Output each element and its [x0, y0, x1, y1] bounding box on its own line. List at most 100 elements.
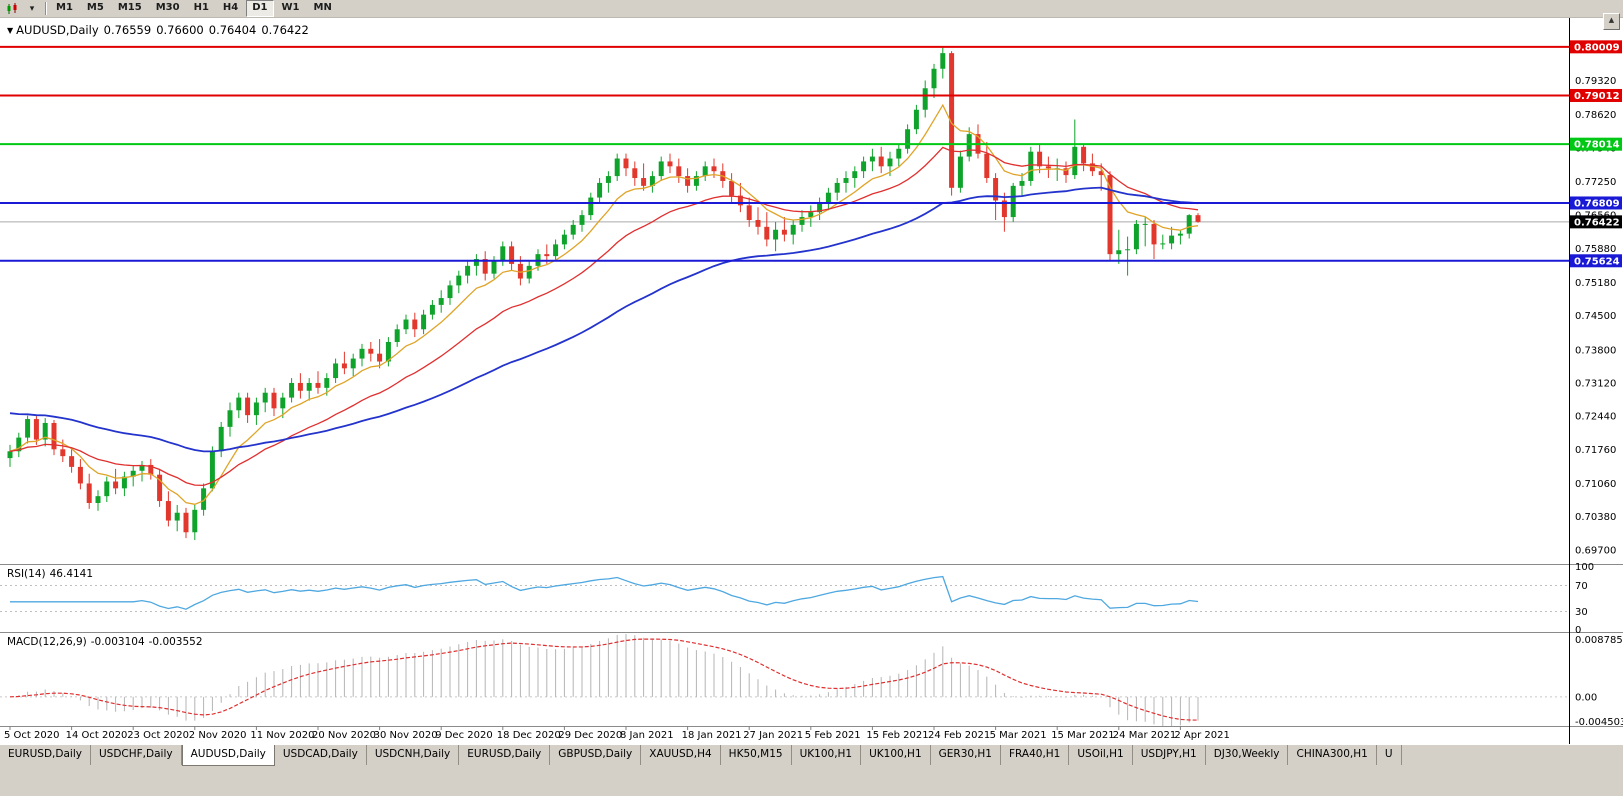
svg-text:15 Feb 2021: 15 Feb 2021 — [866, 730, 928, 741]
chart-tab-usdchf-daily[interactable]: USDCHF,Daily — [90, 745, 182, 765]
svg-text:20 Nov 2020: 20 Nov 2020 — [312, 730, 376, 741]
rsi-line — [10, 575, 1199, 610]
svg-text:8 Jan 2021: 8 Jan 2021 — [620, 730, 674, 741]
macd-axis-labels: 0.008785 0.00 -0.004503 — [1575, 635, 1623, 728]
svg-text:5 Oct 2020: 5 Oct 2020 — [4, 730, 59, 741]
chart-title: ▼ AUDUSD,Daily 0.76559 0.76600 0.76404 0.7642… — [7, 23, 314, 37]
ma-fast-line — [9, 103, 1199, 505]
svg-text:0.008785: 0.008785 — [1575, 635, 1623, 646]
collapse-arrow-icon[interactable]: ▼ — [7, 26, 14, 35]
svg-text:0.76422: 0.76422 — [1574, 217, 1620, 228]
timeframe-button-h4[interactable]: H4 — [222, 2, 239, 13]
svg-text:0.77250: 0.77250 — [1575, 177, 1616, 188]
svg-text:23 Oct 2020: 23 Oct 2020 — [127, 730, 189, 741]
timeframe-button-h1[interactable]: H1 — [193, 2, 209, 13]
chart-tab-gbpusd-daily[interactable]: GBPUSD,Daily — [550, 745, 642, 765]
svg-text:0.73120: 0.73120 — [1575, 378, 1616, 389]
macd-name: MACD(12,26,9) — [7, 636, 87, 648]
svg-text:0.72440: 0.72440 — [1575, 412, 1616, 423]
chart-tab-eurusd-daily[interactable]: EURUSD,Daily — [459, 745, 551, 765]
svg-text:0.78014: 0.78014 — [1574, 140, 1620, 151]
timeframe-button-mn[interactable]: MN — [313, 2, 332, 13]
chart-tab-china300-h1[interactable]: CHINA300,H1 — [1288, 745, 1377, 765]
chart-tab-usdcnh-daily[interactable]: USDCNH,Daily — [366, 745, 460, 765]
svg-text:100: 100 — [1575, 562, 1594, 573]
chart-type-dropdown-caret-icon[interactable]: ▾ — [29, 3, 35, 14]
svg-text:24 Feb 2021: 24 Feb 2021 — [928, 730, 990, 741]
svg-text:0.79012: 0.79012 — [1574, 91, 1620, 102]
chart-tab-ger30-h1[interactable]: GER30,H1 — [930, 745, 1001, 765]
timeframe-button-w1[interactable]: W1 — [281, 2, 300, 13]
chart-tab-xauusd-h4[interactable]: XAUUSD,H4 — [641, 745, 721, 765]
svg-text:0.75880: 0.75880 — [1575, 244, 1616, 255]
svg-text:0.79320: 0.79320 — [1575, 76, 1616, 87]
candlestick-icon — [7, 2, 17, 14]
timeframe-button-m5[interactable]: M5 — [86, 2, 104, 13]
chart-tab-u[interactable]: U — [1376, 745, 1402, 765]
chart-tab-fra40-h1[interactable]: FRA40,H1 — [1000, 745, 1070, 765]
chart-background — [0, 18, 1623, 744]
macd-indicator-label: MACD(12,26,9) -0.003104 -0.003552 — [7, 636, 207, 648]
timeframe-button-m15[interactable]: M15 — [117, 2, 142, 13]
svg-text:0.78620: 0.78620 — [1575, 110, 1616, 121]
svg-text:5 Mar 2021: 5 Mar 2021 — [990, 730, 1047, 741]
svg-text:0.80009: 0.80009 — [1574, 42, 1620, 53]
svg-text:15 Mar 2021: 15 Mar 2021 — [1051, 730, 1114, 741]
macd-main-value: -0.003104 — [90, 636, 145, 648]
macd-signal-line — [9, 638, 1199, 721]
timeframe-button-d1[interactable]: D1 — [246, 0, 274, 17]
rsi-indicator-label: RSI(14) 46.4141 — [7, 568, 97, 580]
svg-text:0.73800: 0.73800 — [1575, 345, 1616, 356]
ohlc-open: 0.76559 — [103, 23, 152, 37]
chart-tab-uk100-h1[interactable]: UK100,H1 — [791, 745, 862, 765]
svg-text:0.69700: 0.69700 — [1575, 545, 1616, 556]
svg-text:18 Dec 2020: 18 Dec 2020 — [497, 730, 561, 741]
chart-type-icon[interactable] — [2, 0, 22, 17]
ma-slow-line — [9, 186, 1199, 453]
ohlc-high: 0.76600 — [156, 23, 204, 37]
svg-text:18 Jan 2021: 18 Jan 2021 — [682, 730, 742, 741]
chart-tab-usdjpy-h1[interactable]: USDJPY,H1 — [1132, 745, 1206, 765]
chart-tab-uk100-h1[interactable]: UK100,H1 — [861, 745, 931, 765]
svg-text:24 Mar 2021: 24 Mar 2021 — [1113, 730, 1176, 741]
ma-medium-line — [9, 146, 1199, 487]
svg-text:29 Dec 2020: 29 Dec 2020 — [558, 730, 622, 741]
svg-text:0.00: 0.00 — [1575, 692, 1597, 703]
price-chart[interactable]: 0.793200.786200.779400.772500.765600.758… — [0, 18, 1623, 744]
svg-text:2 Apr 2021: 2 Apr 2021 — [1174, 730, 1229, 741]
chart-window: 0.793200.786200.779400.772500.765600.758… — [0, 18, 1623, 744]
svg-text:70: 70 — [1575, 581, 1588, 592]
svg-text:30: 30 — [1575, 607, 1588, 618]
svg-text:-0.004503: -0.004503 — [1575, 717, 1623, 728]
time-axis-labels[interactable]: 5 Oct 2020 14 Oct 2020 23 Oct 2020 2 Nov 20… — [4, 726, 1230, 741]
svg-text:0.75180: 0.75180 — [1575, 278, 1616, 289]
timeframe-button-m30[interactable]: M30 — [155, 2, 180, 13]
chart-tab-dj30-weekly[interactable]: DJ30,Weekly — [1205, 745, 1289, 765]
chart-tab-eurusd-daily[interactable]: EURUSD,Daily — [0, 745, 91, 765]
rsi-axis-labels: 100 70 30 0 — [1575, 562, 1594, 636]
candles-layer — [7, 47, 1201, 541]
svg-text:2 Nov 2020: 2 Nov 2020 — [189, 730, 247, 741]
scroll-up-button[interactable]: ▲ — [1603, 13, 1620, 30]
svg-text:9 Dec 2020: 9 Dec 2020 — [435, 730, 493, 741]
svg-text:14 Oct 2020: 14 Oct 2020 — [66, 730, 128, 741]
chart-tab-bar: EURUSD,Daily USDCHF,Daily AUDUSD,Daily USDC… — [0, 744, 1623, 766]
svg-text:0.75624: 0.75624 — [1574, 256, 1620, 267]
svg-text:11 Nov 2020: 11 Nov 2020 — [250, 730, 314, 741]
chart-tab-audusd-daily[interactable]: AUDUSD,Daily — [181, 745, 275, 766]
svg-text:27 Jan 2021: 27 Jan 2021 — [743, 730, 803, 741]
chart-tab-usdcad-daily[interactable]: USDCAD,Daily — [274, 745, 367, 765]
rsi-name: RSI(14) — [7, 568, 46, 580]
svg-text:30 Nov 2020: 30 Nov 2020 — [374, 730, 438, 741]
ohlc-low: 0.76404 — [208, 23, 257, 37]
chart-tab-usoil-h1[interactable]: USOil,H1 — [1069, 745, 1133, 765]
svg-text:5 Feb 2021: 5 Feb 2021 — [805, 730, 861, 741]
toolbar-separator — [45, 2, 46, 15]
chart-tab-hk50-m15[interactable]: HK50,M15 — [720, 745, 792, 765]
timeframe-button-m1[interactable]: M1 — [56, 2, 73, 13]
svg-text:0.74500: 0.74500 — [1575, 311, 1616, 322]
macd-histogram — [18, 634, 1199, 726]
svg-text:0.70380: 0.70380 — [1575, 512, 1616, 523]
timeframe-buttons: M1 M5 M15 M30 H1 H4 D1 W1 MN — [49, 0, 339, 17]
price-tags: 0.80009 0.79012 0.78014 0.76809 0.75624 0.764… — [1570, 40, 1622, 268]
